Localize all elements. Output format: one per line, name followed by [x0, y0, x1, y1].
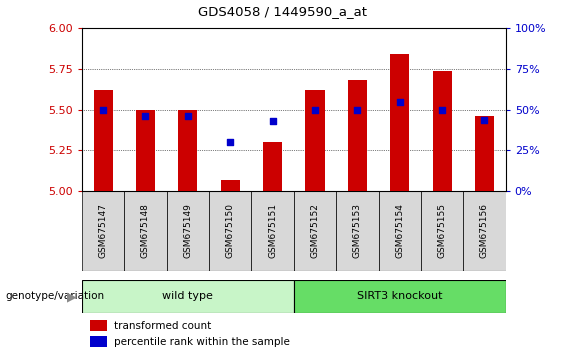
- Text: GSM675150: GSM675150: [226, 204, 234, 258]
- Point: [480, 117, 489, 122]
- Text: GSM675147: GSM675147: [99, 204, 107, 258]
- Bar: [475, 116, 494, 191]
- Bar: [167, 191, 209, 271]
- Text: wild type: wild type: [162, 291, 214, 302]
- Text: transformed count: transformed count: [114, 321, 211, 331]
- Bar: [221, 180, 240, 191]
- Bar: [90, 336, 107, 347]
- Bar: [179, 110, 197, 191]
- Point: [396, 99, 405, 104]
- Bar: [82, 280, 294, 313]
- Point: [141, 113, 150, 119]
- Text: ▶: ▶: [67, 290, 76, 303]
- Text: GSM675153: GSM675153: [353, 204, 362, 258]
- Point: [353, 107, 362, 113]
- Text: GSM675152: GSM675152: [311, 204, 319, 258]
- Text: GSM675155: GSM675155: [438, 204, 446, 258]
- Bar: [136, 110, 155, 191]
- Text: GSM675148: GSM675148: [141, 204, 150, 258]
- Bar: [390, 55, 409, 191]
- Point: [311, 107, 320, 113]
- Text: GSM675151: GSM675151: [268, 204, 277, 258]
- Bar: [336, 191, 379, 271]
- Bar: [251, 191, 294, 271]
- Bar: [263, 142, 282, 191]
- Bar: [306, 90, 324, 191]
- Bar: [90, 320, 107, 331]
- Text: SIRT3 knockout: SIRT3 knockout: [357, 291, 442, 302]
- Bar: [379, 191, 421, 271]
- Point: [226, 139, 235, 145]
- Bar: [294, 191, 336, 271]
- Text: genotype/variation: genotype/variation: [6, 291, 105, 302]
- Point: [268, 118, 277, 124]
- Bar: [421, 191, 463, 271]
- Bar: [209, 191, 251, 271]
- Text: GSM675149: GSM675149: [184, 204, 192, 258]
- Text: GSM675156: GSM675156: [480, 204, 489, 258]
- Bar: [124, 191, 167, 271]
- Bar: [348, 80, 367, 191]
- Bar: [82, 191, 124, 271]
- Bar: [433, 71, 451, 191]
- Bar: [294, 280, 506, 313]
- Point: [98, 107, 107, 113]
- Bar: [94, 90, 112, 191]
- Text: GDS4058 / 1449590_a_at: GDS4058 / 1449590_a_at: [198, 5, 367, 18]
- Bar: [463, 191, 506, 271]
- Text: percentile rank within the sample: percentile rank within the sample: [114, 337, 290, 347]
- Point: [437, 107, 446, 113]
- Point: [183, 113, 192, 119]
- Text: GSM675154: GSM675154: [396, 204, 404, 258]
